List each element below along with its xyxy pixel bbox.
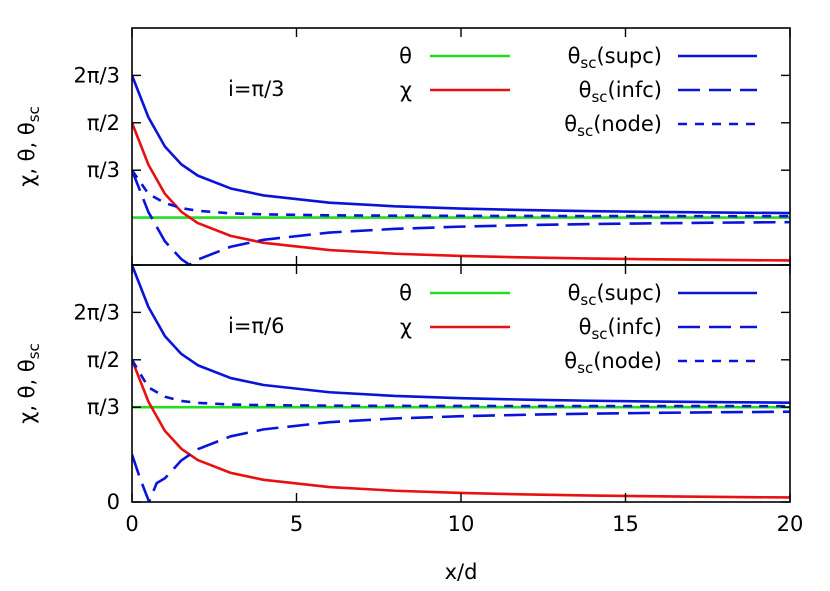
series-group — [132, 265, 790, 502]
x-tick-label: 20 — [777, 512, 804, 536]
y-axis-label: χ, θ, θsc — [15, 106, 43, 187]
y-tick-label: π/2 — [87, 111, 120, 135]
legend-label-infc: θsc(infc) — [579, 78, 662, 106]
x-tick-label: 0 — [125, 512, 138, 536]
x-tick-label: 15 — [612, 512, 639, 536]
x-axis-label: x/d — [445, 560, 478, 584]
x-tick-label: 5 — [290, 512, 303, 536]
panel-annotation: i=π/6 — [228, 314, 285, 338]
panel-top: π/3 π/2 2π/3 χ, θ, θsc i=π/3 θχ θsc(supc) θsc(i… — [15, 27, 791, 266]
y-tick-label: π/2 — [87, 348, 120, 372]
y-tick-label: π/3 — [87, 158, 120, 182]
legend: θχ θsc(supc) θsc(infc) θsc(node) — [399, 44, 757, 140]
x-tick-label: 10 — [448, 512, 475, 536]
legend-label-supc: θsc(supc) — [568, 44, 662, 72]
legend-label-infc: θsc(infc) — [579, 315, 662, 343]
panel-bottom: 0 π/3 π/2 2π/3 0 5 10 15 20 χ, θ, θsc i=π/6 θχ θsc(s… — [15, 264, 804, 536]
legend-label-theta: θ — [399, 281, 412, 305]
legend-label-node: θsc(node) — [564, 349, 662, 377]
y-tick-label: 2π/3 — [74, 300, 120, 324]
legend-label-theta: θ — [399, 44, 412, 68]
series-group — [132, 74, 790, 265]
y-tick-label: 0 — [107, 490, 120, 514]
series-node-line — [132, 169, 790, 218]
series-node-line — [132, 359, 790, 408]
plot-frame — [131, 264, 791, 503]
y-tick-label: 2π/3 — [74, 63, 120, 87]
panel-annotation: i=π/3 — [228, 77, 285, 101]
series-infc-line — [132, 410, 790, 502]
y-tick-label: π/3 — [87, 395, 120, 419]
series-supc-line — [132, 265, 790, 404]
series-chi-line — [132, 122, 790, 262]
legend-label-chi: χ — [400, 78, 412, 102]
series-infc-line — [132, 169, 790, 265]
plot-frame — [131, 27, 791, 266]
y-axis-label: χ, θ, θsc — [15, 343, 43, 424]
legend-label-chi: χ — [400, 315, 412, 339]
legend-label-node: θsc(node) — [564, 112, 662, 140]
series-supc-line — [132, 74, 790, 215]
legend: θχ θsc(supc) θsc(infc) θsc(node) — [399, 281, 757, 377]
series-chi-line — [132, 359, 790, 499]
legend-label-supc: θsc(supc) — [568, 281, 662, 309]
